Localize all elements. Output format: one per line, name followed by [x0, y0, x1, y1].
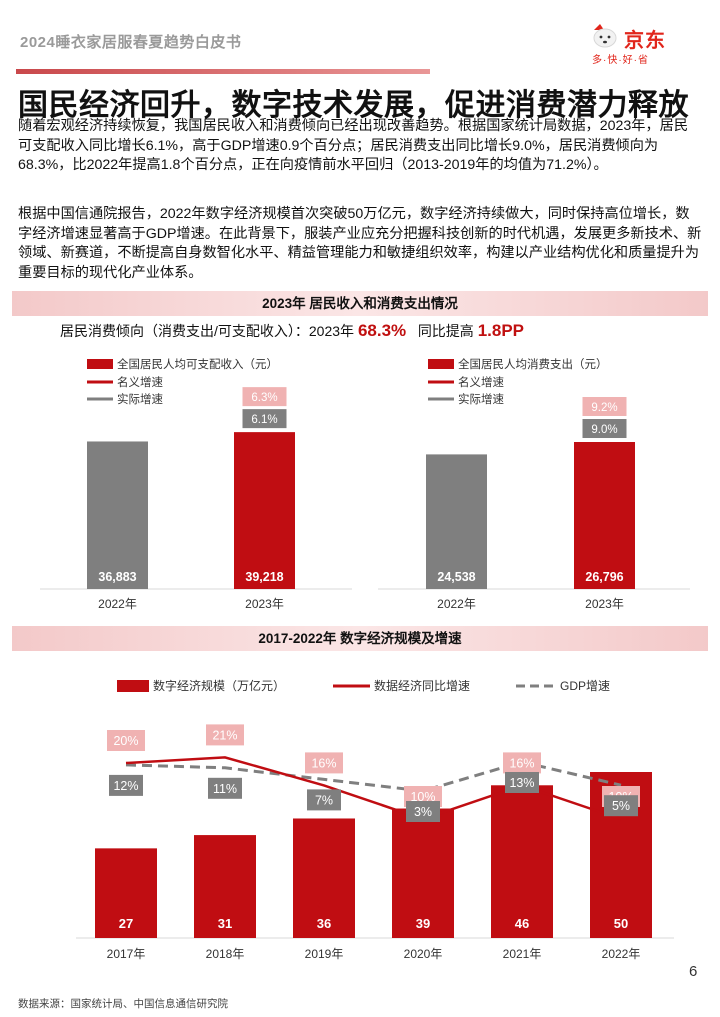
real-growth-label: 6.1% [251, 414, 277, 426]
growth-label: 16% [509, 756, 534, 770]
gdp-label-box [109, 774, 143, 796]
bar-value-label: 36 [317, 916, 331, 931]
gdp-label: 7% [315, 793, 333, 807]
growth-label-box [206, 724, 244, 746]
ratio-value: 68.3% [357, 321, 407, 340]
gdp-label: 3% [414, 805, 432, 819]
legend-label: 数字经济规模（万亿元） [153, 678, 285, 693]
growth-label: 20% [113, 734, 138, 748]
legend-label: 名义增速 [458, 375, 504, 389]
bar [95, 848, 157, 938]
jd-dog-mascot-icon [593, 24, 617, 48]
nominal-growth-label: 9.2% [591, 402, 617, 414]
legend-swatch-bar [117, 680, 149, 692]
bar [392, 808, 454, 938]
bar [574, 442, 635, 589]
gdp-label-box [307, 789, 341, 811]
gdp-label: 13% [509, 776, 534, 790]
ratio-prefix: 居民消费倾向（消费支出/可支配收入）：2023年 [60, 323, 355, 339]
bar-value-label: 26,796 [585, 570, 623, 584]
nominal-growth-box [582, 397, 627, 417]
bar [293, 818, 355, 938]
x-tick-label: 2020年 [404, 947, 443, 960]
growth-label: 10% [410, 790, 435, 804]
gdp-label: 5% [612, 799, 630, 813]
consumption-ratio-line: 居民消费倾向（消费支出/可支配收入）：2023年 68.3% 同比提高 1.8P… [60, 321, 524, 341]
jd-brand-name: 京东 [624, 30, 666, 52]
legend-label: 实际增速 [458, 392, 504, 406]
legend-swatch-bar [87, 359, 113, 369]
jd-logo: 京东 多·快·好·省 [588, 18, 698, 70]
x-tick-label: 2018年 [206, 947, 245, 960]
ratio-change: 1.8PP [477, 321, 525, 340]
report-header-title: 2024睡衣家居服春夏趋势白皮书 [20, 34, 242, 51]
growth-label-box [305, 752, 343, 774]
bar [234, 432, 295, 589]
legend-label: GDP增速 [560, 679, 610, 693]
page-title: 国民经济回升，数字技术发展，促进消费潜力释放 [18, 89, 689, 122]
growth-label-box [503, 752, 541, 774]
bar [426, 454, 487, 589]
legend-label: 数据经济同比增速 [374, 678, 470, 693]
gdp-label: 12% [113, 779, 138, 793]
legend-label: 实际增速 [117, 392, 163, 406]
x-tick-label: 2023年 [245, 597, 284, 611]
gdp-label-box [406, 801, 440, 822]
digital-economy-chart: 数字经济规模（万亿元） 数据经济同比增速 GDP增速 27 2017年 31 2018年 36… [76, 678, 674, 960]
legend-label: 全国居民人均可支配收入（元） [117, 357, 278, 371]
gdp-label-box [505, 772, 539, 793]
bar [491, 785, 553, 938]
bar-value-label: 31 [218, 916, 232, 931]
nominal-growth-label: 6.3% [251, 392, 277, 404]
x-tick-label: 2017年 [107, 947, 146, 960]
gdp-label-box [604, 795, 638, 817]
bar [194, 835, 256, 938]
real-growth-label: 9.0% [591, 424, 617, 436]
growth-label: 16% [311, 756, 336, 770]
growth-label: 21% [212, 728, 237, 742]
real-growth-box [242, 409, 287, 429]
bar-value-label: 39 [416, 916, 430, 931]
section-band-income: 2023年 居民收入和消费支出情况 [12, 291, 708, 316]
data-source: 数据来源：国家统计局、中国信息通信研究院 [18, 998, 228, 1010]
paragraph-2: 根据中国信通院报告，2022年数字经济规模首次突破50万亿元，数字经济持续做大，… [18, 206, 702, 281]
bar-value-label: 24,538 [437, 570, 475, 584]
bar [87, 441, 148, 589]
legend-label: 全国居民人均消费支出（元） [458, 357, 608, 371]
legend-swatch-bar [428, 359, 454, 369]
jd-slogan: 多·快·好·省 [592, 55, 649, 66]
legend-label: 名义增速 [117, 375, 163, 389]
x-tick-label: 2022年 [602, 947, 641, 960]
gdp-label-box [208, 777, 242, 799]
header-divider [16, 69, 430, 74]
nominal-growth-box [242, 387, 287, 407]
section-band-digital-economy: 2017-2022年 数字经济规模及增速 [12, 626, 708, 651]
bar-value-label: 27 [119, 916, 133, 931]
growth-label-box [107, 730, 145, 751]
real-growth-box [582, 419, 627, 439]
ratio-mid: 同比提高 [417, 323, 474, 339]
x-tick-label: 2023年 [585, 597, 624, 611]
bar-value-label: 39,218 [245, 570, 283, 584]
gdp-label: 11% [213, 782, 237, 796]
page-number: 6 [689, 963, 698, 980]
x-tick-label: 2022年 [437, 597, 476, 611]
paragraph-1: 随着宏观经济持续恢复，我国居民收入和消费倾向已经出现改善趋势。根据国家统计局数据… [18, 118, 689, 173]
x-tick-label: 2022年 [98, 597, 137, 611]
bar-value-label: 36,883 [98, 570, 136, 584]
bar-value-label: 50 [614, 916, 628, 931]
bar-value-label: 46 [515, 916, 529, 931]
x-tick-label: 2021年 [503, 947, 542, 960]
x-tick-label: 2019年 [305, 947, 344, 960]
